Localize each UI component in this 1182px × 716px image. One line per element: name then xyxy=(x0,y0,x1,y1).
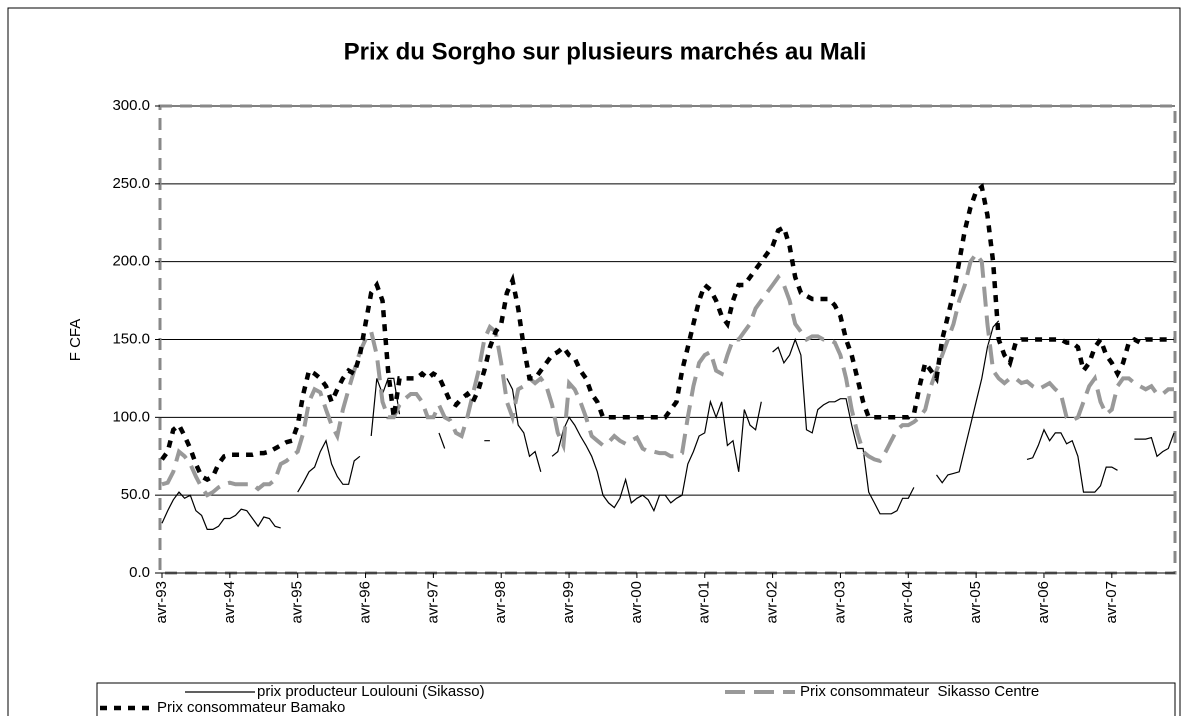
lines xyxy=(160,182,1175,530)
x-tick-label: avr-94 xyxy=(221,581,238,624)
x-tick-label: avr-05 xyxy=(967,581,984,624)
y-tick-label: 250.0 xyxy=(112,175,150,192)
x-tick-label: avr-07 xyxy=(1103,581,1120,624)
x-tick-label: avr-98 xyxy=(492,581,509,624)
y-axis-label: F CFA xyxy=(67,319,84,362)
x-tick-label: avr-96 xyxy=(356,581,373,624)
x-tick-label: avr-03 xyxy=(831,581,848,624)
x-tick-label: avr-00 xyxy=(628,581,645,624)
x-tick-label: avr-01 xyxy=(696,581,713,624)
legend-label: Prix consommateur Sikasso Centre xyxy=(800,683,1039,700)
legend-label: Prix consommateur Bamako xyxy=(157,699,345,716)
y-tick-label: 0.0 xyxy=(129,564,150,581)
x-tick-label: avr-97 xyxy=(424,581,441,624)
x-tick-label: avr-04 xyxy=(899,581,916,624)
y-tick-label: 200.0 xyxy=(112,253,150,270)
series-line xyxy=(160,182,1174,483)
chart-title: Prix du Sorgho sur plusieurs marchés au … xyxy=(344,38,867,65)
chart-frame xyxy=(7,7,1181,716)
y-tick-label: 300.0 xyxy=(112,97,150,114)
x-tick-label: avr-93 xyxy=(153,581,170,624)
legend-items: prix producteur Loulouni (Sikasso) Prix c… xyxy=(100,683,1039,716)
series-line xyxy=(161,250,1174,498)
y-tick-label: 150.0 xyxy=(112,330,150,347)
y-tick-label: 50.0 xyxy=(121,486,150,503)
x-tick-label: avr-95 xyxy=(289,581,306,624)
series-line xyxy=(161,320,1175,530)
y-tick-label: 100.0 xyxy=(112,408,150,425)
x-tick-label: avr-99 xyxy=(560,581,577,624)
legend xyxy=(96,682,1176,716)
x-tick-label: avr-06 xyxy=(1035,581,1052,624)
axes: 0.0 50.0 100.0 150.0 200.0 250.0 300.0 avr-93 av… xyxy=(112,97,1175,624)
legend-label: prix producteur Loulouni (Sikasso) xyxy=(257,683,485,700)
x-tick-label: avr-02 xyxy=(764,581,781,624)
